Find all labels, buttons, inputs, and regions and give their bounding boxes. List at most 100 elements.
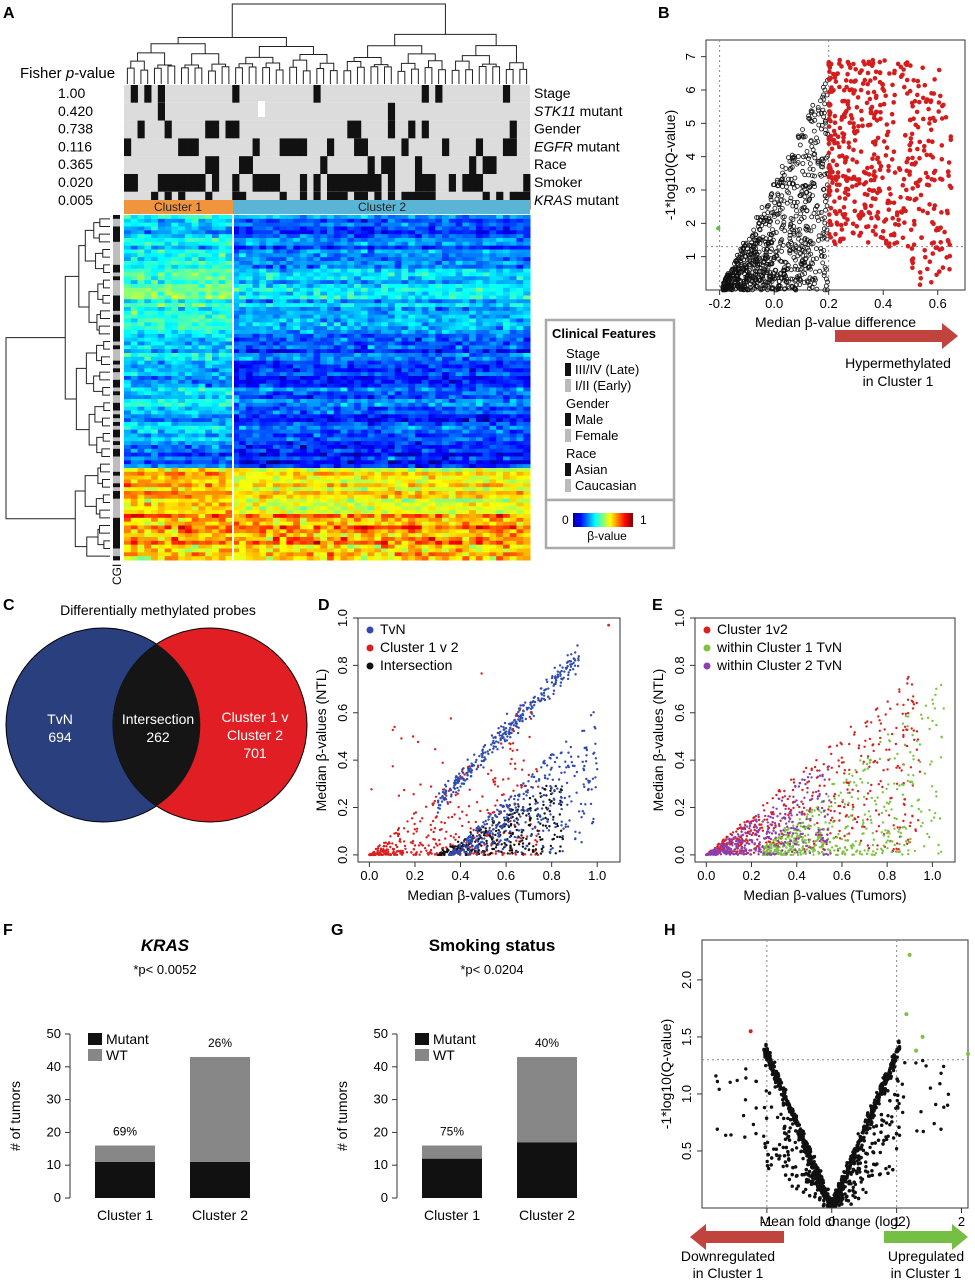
data-point — [820, 838, 822, 840]
data-point — [497, 785, 499, 787]
data-point — [764, 815, 766, 817]
data-point — [898, 828, 900, 830]
data-point — [880, 780, 882, 782]
data-point — [830, 801, 832, 803]
data-point — [878, 719, 880, 721]
data-point — [447, 816, 449, 818]
data-point — [902, 736, 904, 738]
data-point — [795, 209, 799, 213]
data-point — [824, 779, 826, 781]
beta-colorbar — [573, 513, 633, 527]
data-point — [837, 145, 842, 150]
data-point — [931, 785, 933, 787]
data-point — [912, 242, 917, 247]
data-point — [864, 813, 866, 815]
data-point — [876, 210, 881, 215]
data-point — [841, 761, 843, 763]
data-point — [485, 840, 487, 842]
data-point — [806, 787, 808, 789]
data-point — [452, 853, 454, 855]
heatmap-row — [124, 242, 531, 246]
data-point — [879, 164, 884, 169]
data-point — [916, 730, 918, 732]
data-point — [859, 759, 861, 761]
legend-label: Cluster 1v2 — [717, 621, 788, 637]
clinical-cell — [327, 174, 334, 192]
data-point — [804, 828, 806, 830]
clinical-cell — [503, 85, 510, 103]
data-point — [858, 747, 860, 749]
x-tick-label: 0.2 — [742, 868, 760, 883]
clinical-cell — [422, 174, 429, 192]
bar-percent-label: 26% — [208, 1036, 232, 1050]
data-point — [560, 830, 562, 832]
data-point — [749, 825, 751, 827]
data-point — [885, 841, 887, 843]
data-point — [585, 754, 587, 756]
data-point — [798, 143, 802, 147]
data-point — [489, 813, 491, 815]
heatmap-row — [124, 522, 531, 526]
data-point — [758, 844, 760, 846]
data-point — [419, 783, 421, 785]
heatmap-row — [124, 349, 531, 353]
data-point — [577, 665, 579, 667]
data-point — [517, 803, 519, 805]
heatmap-row — [124, 506, 531, 510]
data-point — [818, 769, 820, 771]
clinical-cell — [253, 174, 260, 192]
data-point — [505, 816, 507, 818]
data-point — [806, 826, 808, 828]
clinical-cell — [388, 156, 395, 174]
data-point — [862, 770, 864, 772]
data-point — [488, 815, 490, 817]
data-point — [513, 844, 515, 846]
chart-subtitle: *p< 0.0204 — [460, 962, 523, 977]
data-point — [425, 806, 427, 808]
arrow-label: Hypermethylated — [845, 355, 951, 371]
data-point — [444, 798, 446, 800]
data-point — [528, 849, 530, 851]
data-point — [904, 813, 906, 815]
data-point — [890, 797, 892, 799]
data-point — [413, 848, 415, 850]
data-point — [811, 798, 813, 800]
chart-subtitle: *p< 0.0052 — [133, 962, 196, 977]
data-point — [542, 830, 544, 832]
data-point — [785, 838, 787, 840]
data-point — [872, 850, 874, 852]
data-point — [876, 848, 878, 850]
data-point — [809, 773, 811, 775]
data-point — [910, 246, 915, 251]
data-point — [883, 834, 885, 836]
data-point — [499, 731, 501, 733]
data-point — [489, 749, 491, 751]
clinical-cell — [462, 174, 469, 192]
data-point — [583, 812, 585, 814]
data-point — [840, 237, 845, 242]
data-point — [521, 831, 523, 833]
data-point — [911, 261, 916, 266]
data-point — [595, 786, 597, 788]
data-point — [420, 851, 422, 853]
data-point — [800, 801, 802, 803]
data-point — [847, 816, 849, 818]
data-point — [797, 837, 799, 839]
y-tick-label: 0.8 — [672, 656, 687, 674]
data-point — [593, 726, 595, 728]
data-point — [798, 806, 800, 808]
data-point — [866, 853, 868, 855]
data-point — [898, 767, 900, 769]
clinical-cell — [327, 138, 334, 156]
heatmap-row — [124, 376, 531, 380]
data-point — [466, 846, 468, 848]
data-point — [568, 819, 570, 821]
data-point — [559, 813, 561, 815]
data-point — [940, 247, 945, 252]
clinical-cell — [469, 156, 476, 174]
data-point — [812, 225, 816, 229]
data-point — [896, 850, 898, 852]
data-point — [916, 749, 918, 751]
